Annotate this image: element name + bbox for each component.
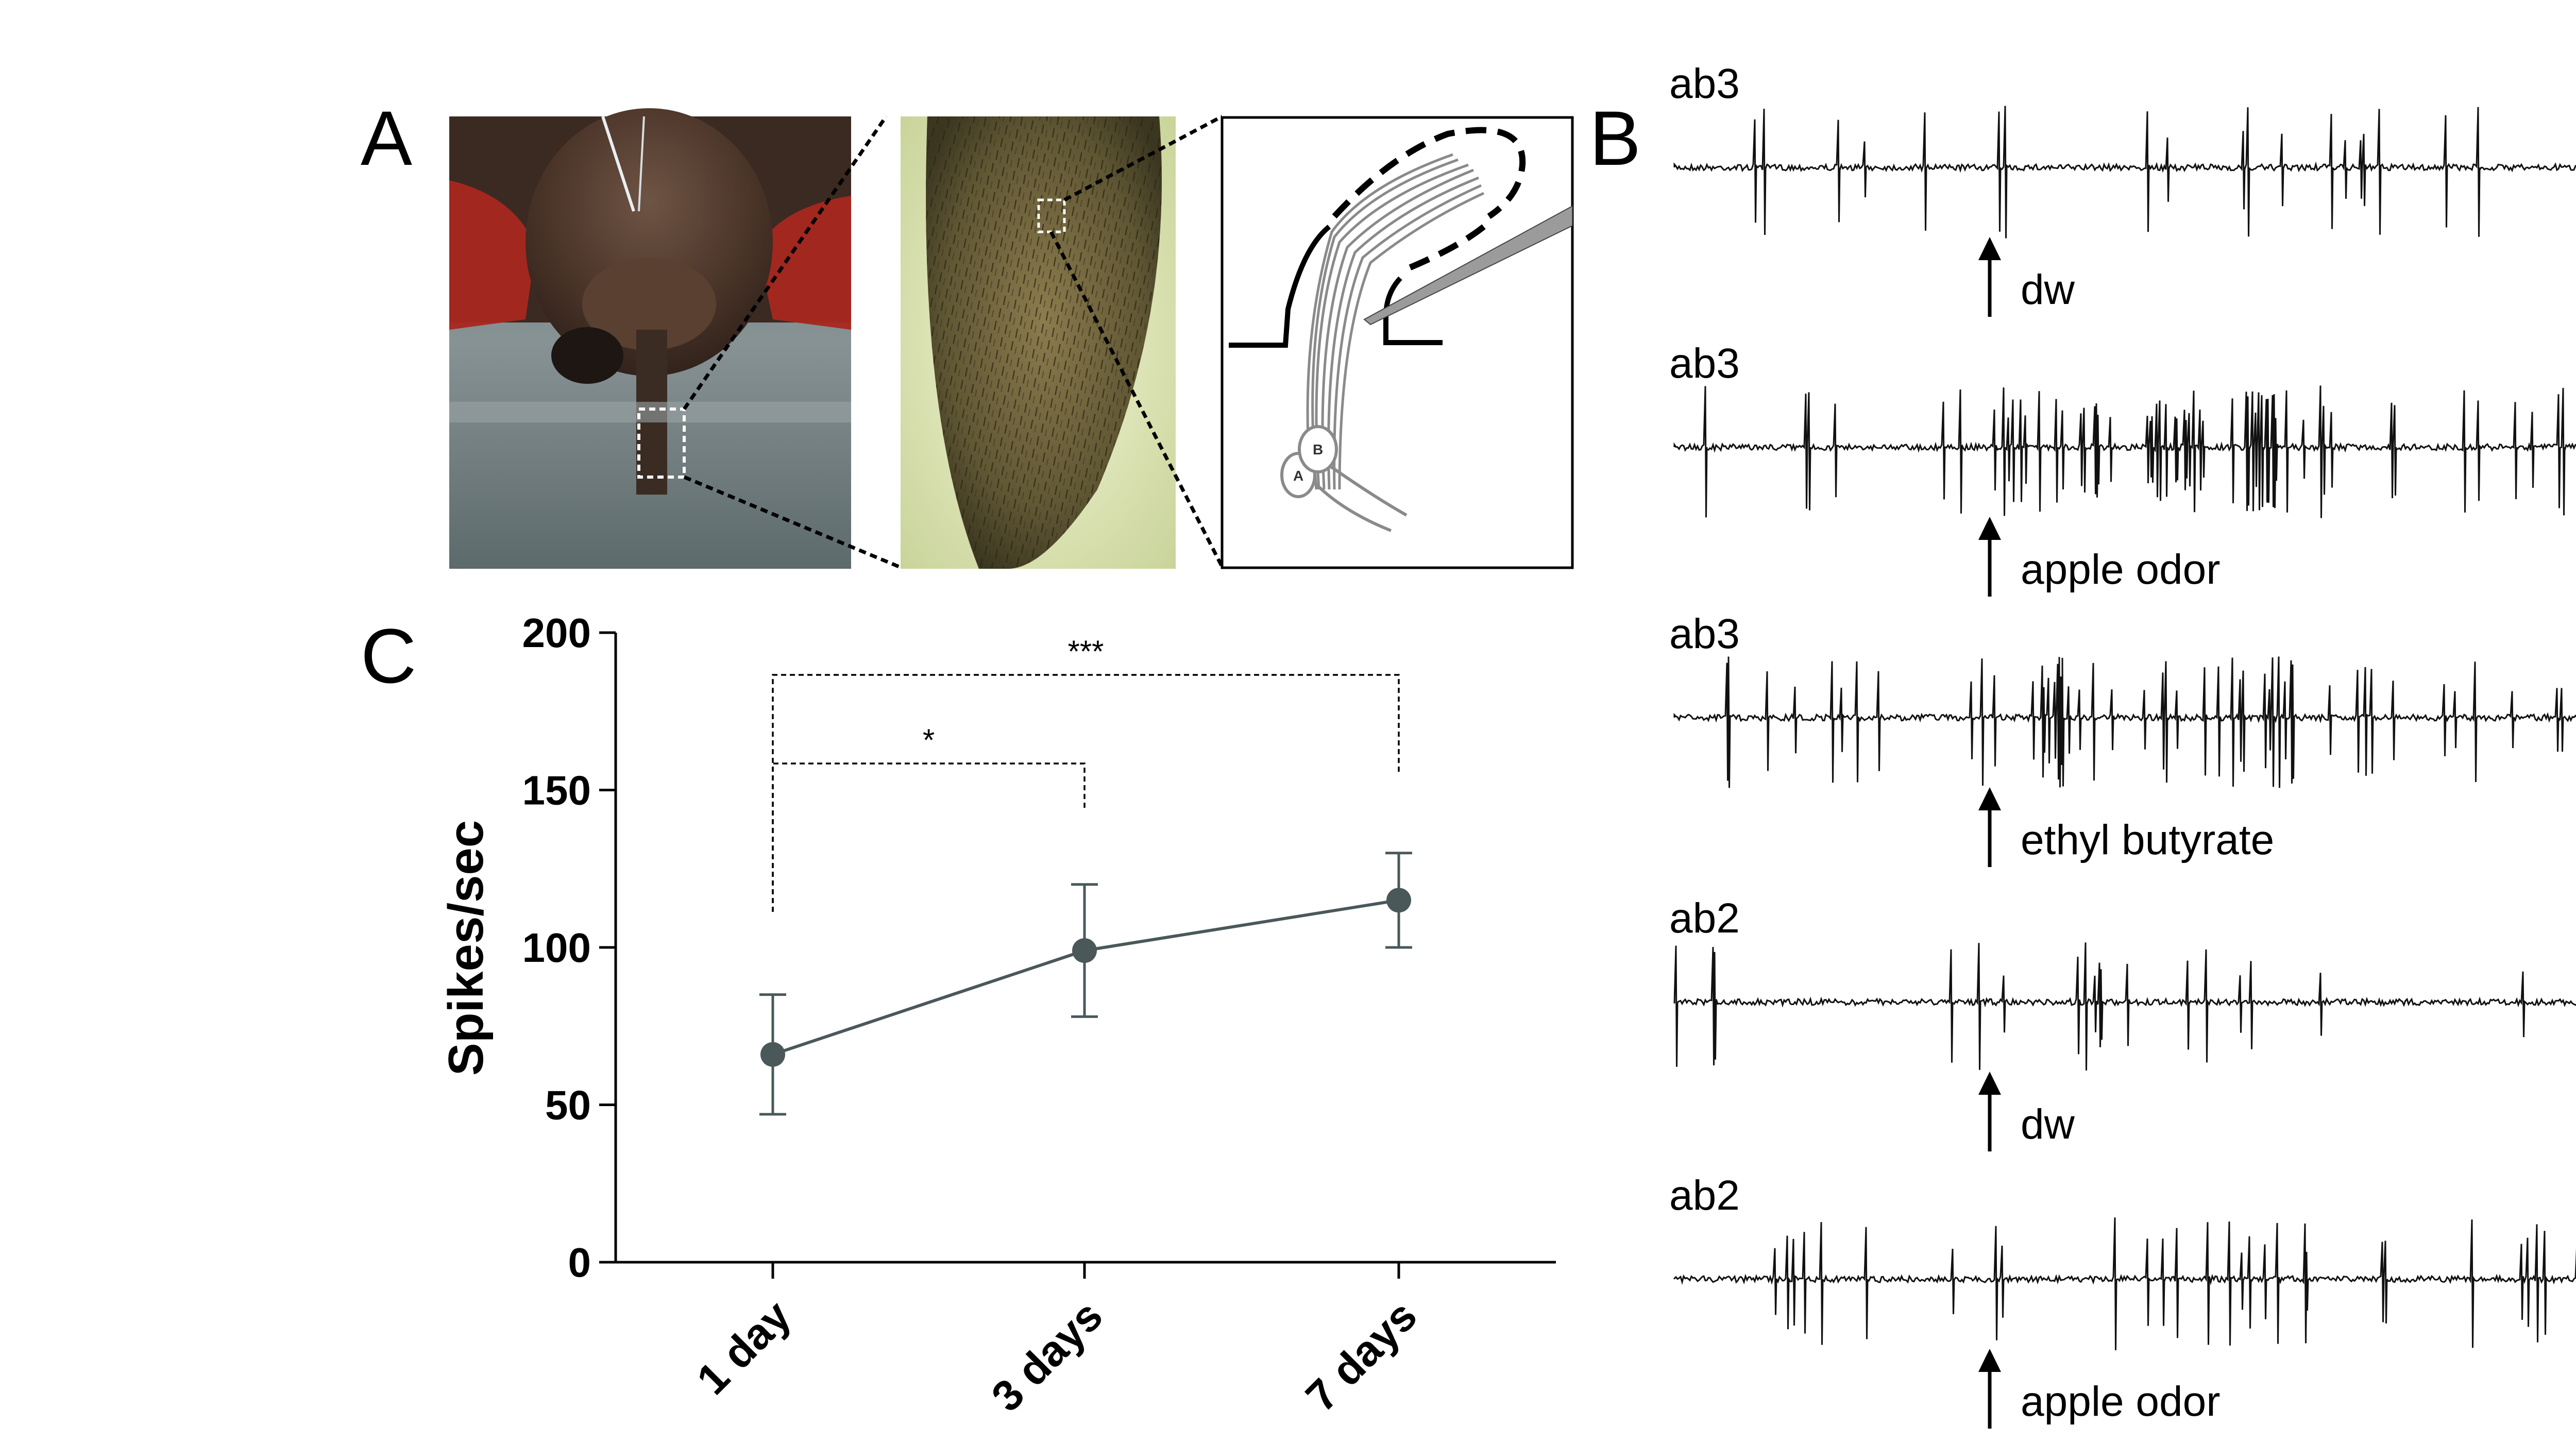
recording-traces: ab3 dw ab3 apple odor ab3 ethyl butyrate ab2 dw… [1669, 60, 2576, 1429]
data-point [760, 1042, 785, 1067]
stimulus-arrowhead [1978, 237, 2001, 260]
y-tick-label: 100 [522, 925, 591, 971]
stimulus-arrowhead [1978, 787, 2001, 810]
antenna-photo [901, 116, 1176, 569]
x-tick-label: 1 day [687, 1291, 800, 1404]
trace-sensillum-label: ab3 [1669, 60, 1740, 107]
y-axis-label: Spikes/sec [438, 820, 494, 1076]
significance-label: * [923, 723, 935, 757]
stimulus-arrowhead [1978, 1072, 2001, 1095]
trace-row: ab3 dw [1669, 60, 2576, 317]
trace-signal [1673, 106, 2576, 239]
y-tick-label: 150 [522, 768, 591, 813]
spike-rate-chart: 0 50 100 150 200 Spikes/sec 1 day 3 days 7 days *… [438, 610, 1556, 1421]
neuron-b-tag: B [1313, 442, 1323, 457]
stimulus-label: apple odor [2021, 546, 2221, 593]
fly-mount-photo [449, 108, 851, 569]
panel-label-a: A [361, 95, 412, 181]
y-tick-label: 50 [545, 1082, 591, 1128]
trace-signal [1673, 656, 2576, 788]
y-tick-label: 0 [568, 1240, 591, 1285]
panel-label-b: B [1589, 95, 1641, 181]
stimulus-arrowhead [1978, 1349, 2001, 1372]
trace-signal [1673, 942, 2576, 1071]
trace-sensillum-label: ab2 [1669, 895, 1740, 942]
zoom-line [683, 475, 900, 569]
stimulus-label: dw [2021, 1101, 2075, 1148]
trace-row: ab2 dw [1669, 895, 2576, 1151]
zoom-line [1049, 231, 1224, 568]
trace-sensillum-label: ab2 [1669, 1172, 1740, 1219]
x-tick-label: 3 days [982, 1291, 1111, 1420]
panel-label-c: C [361, 613, 416, 699]
stimulus-label: dw [2021, 266, 2075, 313]
trace-row: ab3 ethyl butyrate [1669, 610, 2576, 867]
trace-signal [1673, 385, 2576, 518]
stimulus-label: ethyl butyrate [2021, 817, 2274, 863]
data-point [1386, 888, 1411, 913]
sensillum-schematic: A B [1221, 116, 1574, 569]
significance-label: *** [1067, 634, 1104, 669]
significance-bracket [772, 674, 1400, 912]
trace-row: ab3 apple odor [1669, 340, 2576, 597]
trace-sensillum-label: ab3 [1669, 340, 1740, 387]
significance-bracket [772, 762, 1086, 912]
zoom-line [683, 115, 888, 410]
trace-row: ab2 apple odor [1669, 1172, 2576, 1429]
x-tick-label: 7 days [1296, 1291, 1426, 1420]
trace-signal [1673, 1217, 2576, 1350]
y-tick-label: 200 [522, 610, 591, 656]
zoom-line [1063, 114, 1223, 202]
stimulus-arrowhead [1978, 517, 2001, 540]
stimulus-label: apple odor [2021, 1378, 2221, 1425]
data-point [1072, 938, 1097, 963]
trace-sensillum-label: ab3 [1669, 610, 1740, 657]
neuron-a-tag: A [1293, 468, 1303, 484]
